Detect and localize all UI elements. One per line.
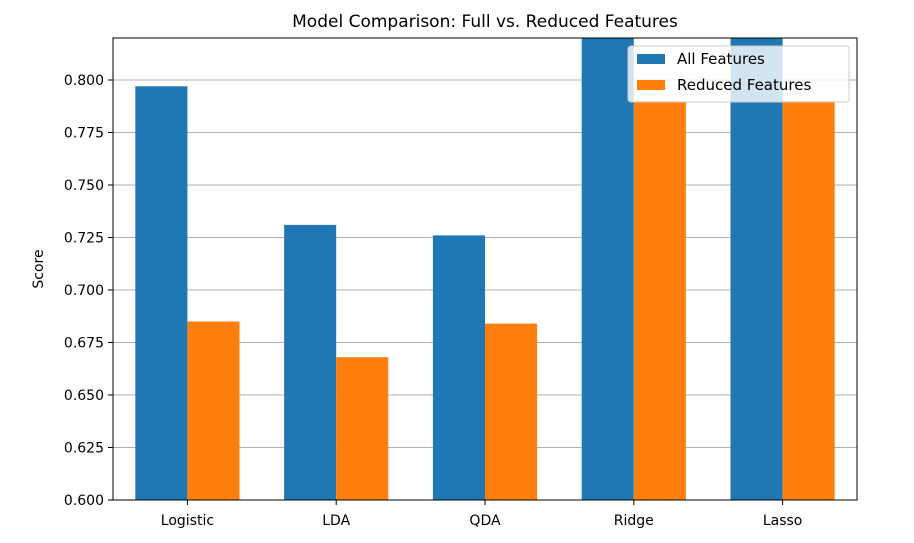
bar-qda-reduced-features [485, 323, 538, 500]
bar-lda-all-features [284, 224, 337, 500]
y-tick-label: 0.775 [64, 126, 104, 142]
y-tick-label: 0.625 [64, 441, 104, 457]
y-tick-label: 0.675 [64, 336, 104, 352]
x-tick-label: Logistic [161, 513, 214, 529]
bar-group [135, 38, 835, 500]
legend-label: All Features [677, 50, 765, 68]
legend-swatch [637, 54, 665, 64]
legend-box [627, 45, 850, 103]
legend-swatch [637, 80, 665, 90]
bar-logistic-reduced-features [187, 321, 240, 500]
bar-ridge-all-features [581, 38, 634, 500]
bar-qda-all-features [432, 235, 485, 500]
bar-lasso-reduced-features [782, 101, 835, 500]
x-axis: Logistic LDA QDA Ridge Lasso [161, 500, 803, 529]
y-axis-label: Score [31, 249, 47, 288]
bar-lasso-all-features [730, 38, 783, 500]
y-tick-label: 0.725 [64, 231, 104, 247]
bar-ridge-reduced-features [633, 101, 686, 500]
y-axis: 0.600 0.625 0.650 0.675 0.700 0.725 0.750 0.775… [64, 73, 113, 509]
bar-logistic-all-features [135, 86, 188, 500]
x-tick-label: Ridge [614, 513, 654, 529]
legend: All Features Reduced Features [627, 45, 850, 103]
chart-title: Model Comparison: Full vs. Reduced Featu… [292, 12, 678, 32]
x-tick-label: QDA [469, 513, 501, 529]
bars [135, 38, 835, 500]
y-tick-label: 0.750 [64, 178, 104, 194]
y-tick-label: 0.800 [64, 73, 104, 89]
y-tick-label: 0.650 [64, 388, 104, 404]
x-tick-label: Lasso [763, 513, 803, 529]
y-tick-label: 0.600 [64, 493, 104, 509]
legend-label: Reduced Features [677, 76, 811, 94]
bar-lda-reduced-features [336, 357, 389, 500]
y-tick-label: 0.700 [64, 283, 104, 299]
x-tick-label: LDA [322, 513, 350, 529]
